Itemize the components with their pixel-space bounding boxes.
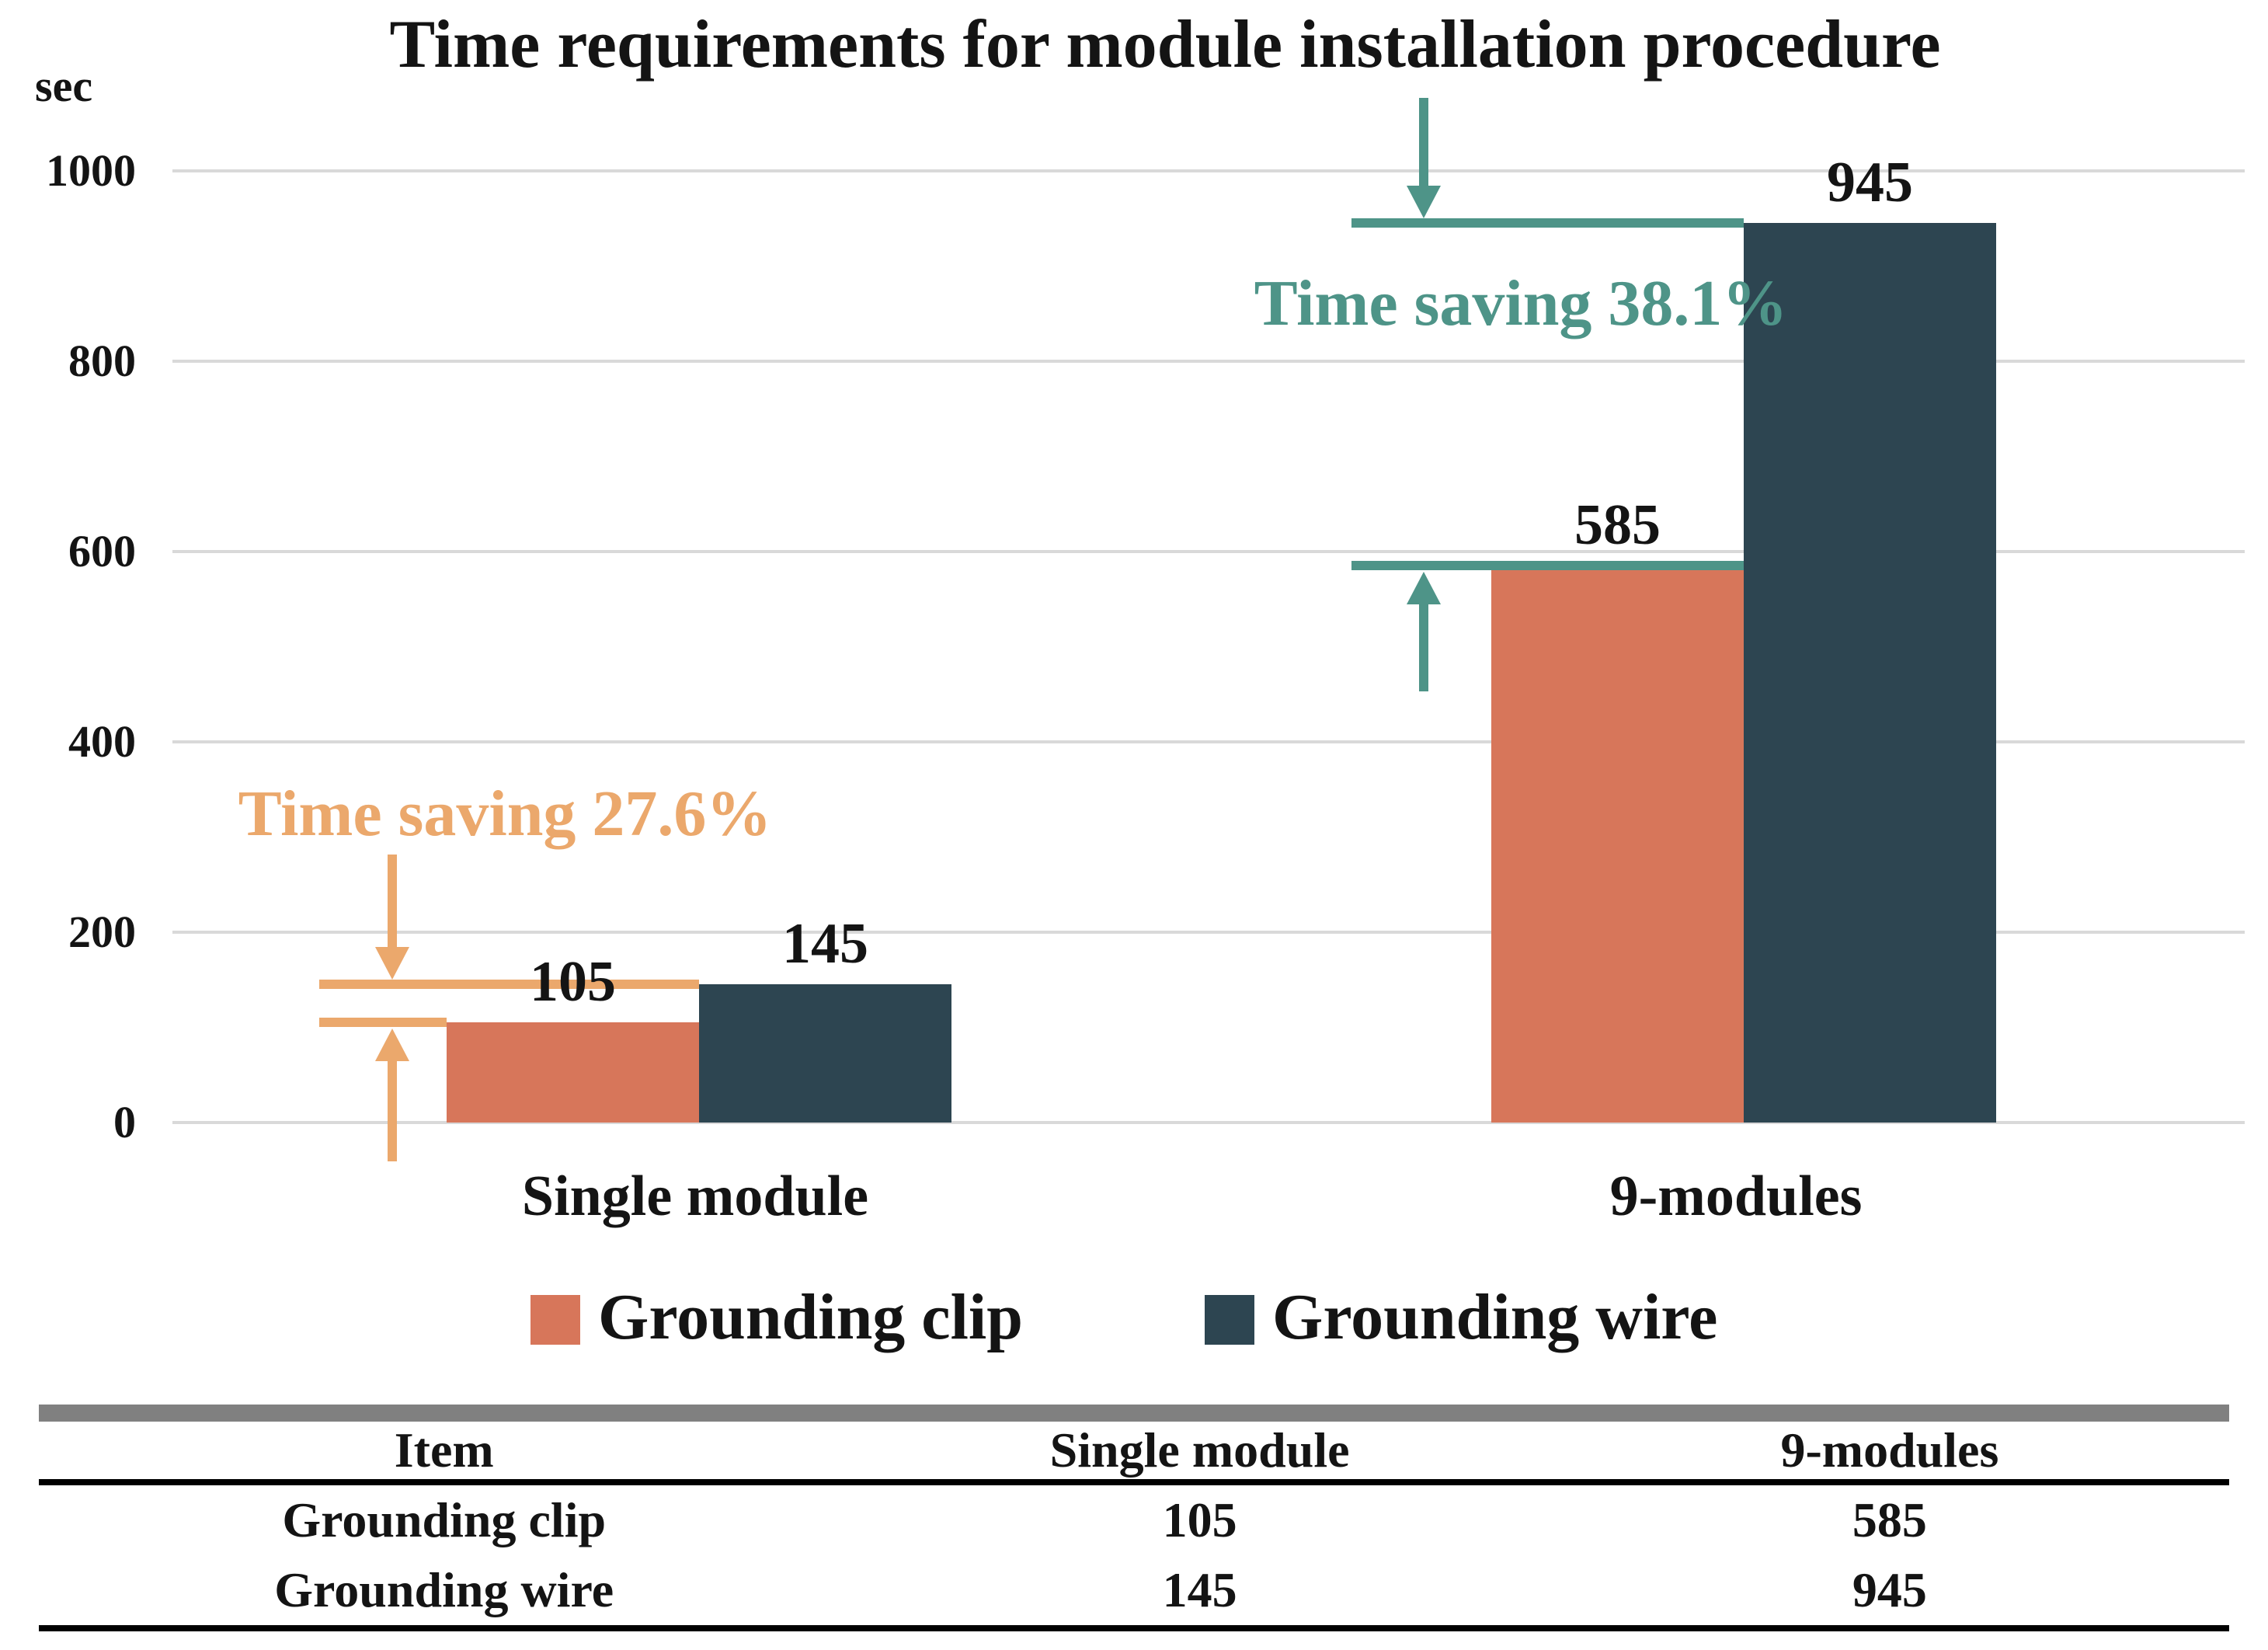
bar-value-label-grounding-wire-9-modules: 945 (1827, 151, 1913, 215)
y-tick-label: 0 (113, 1097, 136, 1147)
gridline (172, 740, 2245, 743)
data-table: Item Single module 9-modules Grounding c… (39, 1405, 2229, 1631)
annotation-label: Time saving 27.6% (238, 778, 772, 850)
bar-value-label-grounding-clip-9-modules: 585 (1574, 493, 1661, 558)
legend-swatch-grounding-clip (530, 1295, 580, 1345)
table-cell-value: 945 (1852, 1562, 1927, 1617)
table-header-row: Item Single module 9-modules (39, 1413, 2229, 1482)
table-row-grounding-clip: Grounding clip 105 585 (39, 1482, 2229, 1555)
y-tick-label: 600 (68, 526, 136, 576)
chart-title: Time requirements for module installatio… (389, 7, 1941, 82)
table-cell-value: 145 (1162, 1562, 1237, 1617)
annotation-lower-line (319, 1018, 447, 1028)
bar-grounding-wire-9-modules (1744, 223, 1996, 1123)
annotation-up-arrow-line (1419, 601, 1428, 691)
annotation-upper-line (1351, 218, 1744, 228)
legend-label-grounding-wire: Grounding wire (1272, 1281, 1718, 1353)
gridline (172, 550, 2245, 553)
bar-value-label-grounding-clip-single-module: 105 (530, 950, 616, 1015)
legend-label-grounding-clip: Grounding clip (598, 1281, 1023, 1353)
bar-grounding-clip-9-modules (1491, 566, 1744, 1123)
y-axis-unit-label: sec (35, 61, 93, 111)
annotation-up-arrow-line (388, 1058, 397, 1161)
table-cell-value: 105 (1162, 1492, 1237, 1547)
y-tick-label: 200 (68, 907, 136, 957)
bar-value-label-grounding-wire-single-module: 145 (782, 912, 868, 976)
annotation-down-arrow-line (388, 855, 397, 951)
table-cell-item: Grounding clip (282, 1492, 607, 1547)
annotation-lower-line (1351, 561, 1744, 571)
bar-grounding-clip-single-module (447, 1022, 699, 1123)
table-cell-item: Grounding wire (274, 1562, 614, 1617)
table-header-item: Item (394, 1422, 494, 1478)
table-header-single-module: Single module (1049, 1422, 1350, 1478)
y-tick-label: 1000 (46, 145, 136, 196)
bar-grounding-wire-single-module (699, 984, 951, 1123)
table-cell-value: 585 (1852, 1492, 1927, 1547)
gridline (172, 931, 2245, 934)
annotation-down-arrow-head (375, 947, 409, 980)
table-row-grounding-wire: Grounding wire 145 945 (39, 1555, 2229, 1628)
annotation-down-arrow-head (1407, 186, 1441, 219)
category-label-9-modules: 9-modules (1609, 1164, 1863, 1228)
y-tick-label: 400 (68, 716, 136, 767)
table-header-9-modules: 9-modules (1780, 1422, 1999, 1478)
annotation-up-arrow-head (375, 1029, 409, 1062)
category-label-single-module: Single module (521, 1164, 869, 1228)
gridline (172, 360, 2245, 363)
bar-chart: Time requirements for module installatio… (0, 7, 2268, 1375)
annotation-up-arrow-head (1407, 572, 1441, 605)
annotation-label: Time saving 38.1% (1254, 267, 1788, 339)
gridline (172, 1121, 2245, 1124)
legend: Grounding clip Grounding wire (0, 1274, 2268, 1375)
annotation-upper-line (319, 980, 699, 990)
gridline (172, 169, 2245, 172)
legend-swatch-grounding-wire (1205, 1295, 1254, 1345)
annotation-down-arrow-line (1419, 98, 1428, 190)
y-tick-label: 800 (68, 336, 136, 386)
